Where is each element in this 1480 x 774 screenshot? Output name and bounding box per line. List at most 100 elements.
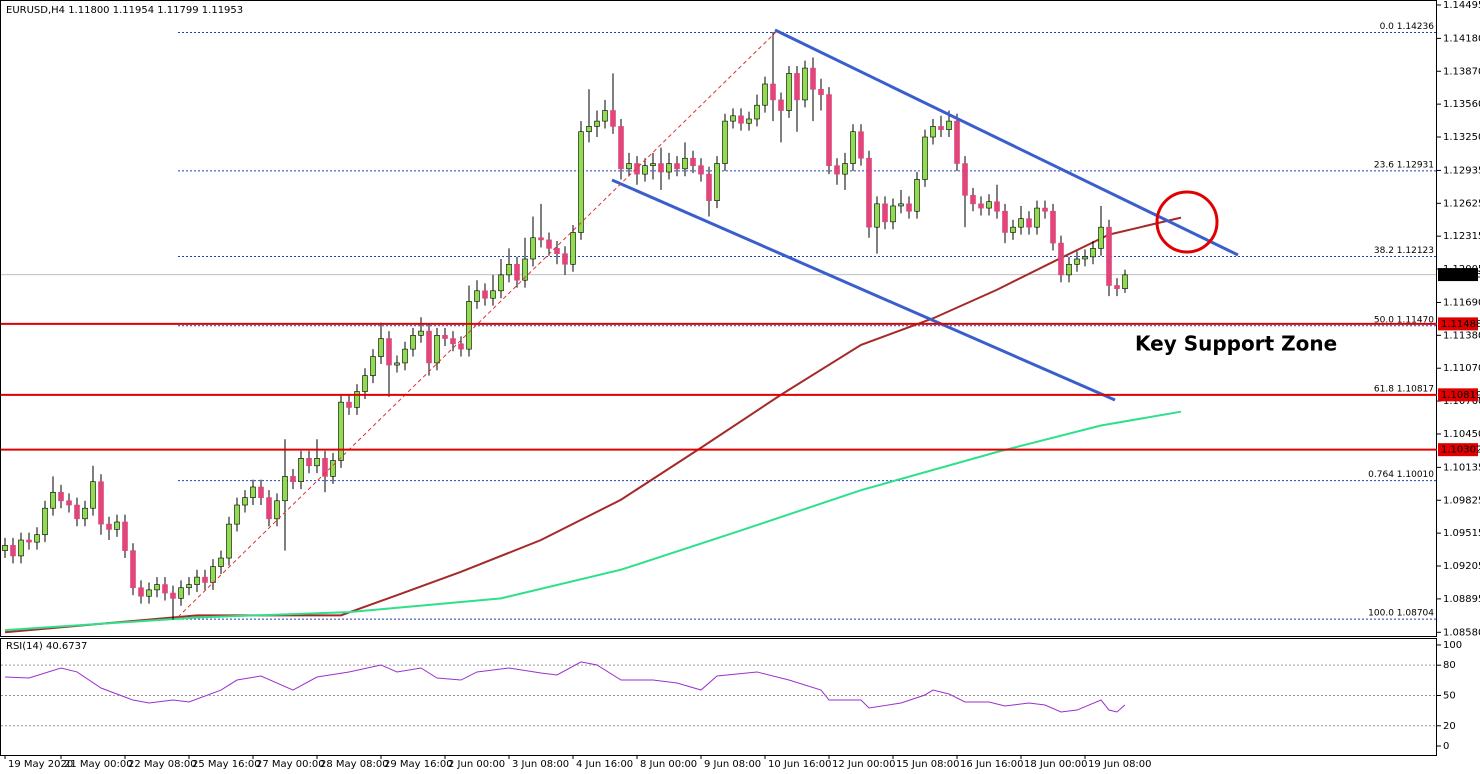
x-tick-label: 19 Jun 08:00 [1088,759,1152,770]
price-tag [1438,388,1478,402]
rsi-title: RSI(14) 40.6737 [6,641,87,652]
candle-body [1122,274,1128,289]
candle-body [186,584,192,589]
candle-body [666,163,672,173]
candle-body [42,507,48,536]
candle-body [922,136,928,180]
candle-body [706,173,712,201]
x-tick-label: 27 May 00:00 [256,759,325,770]
candle-body [802,67,808,101]
candle-body [690,157,696,166]
candle-body [290,476,296,482]
candle-body [130,550,136,589]
candle-body [586,126,592,133]
candle-body [554,248,560,254]
candle-body [394,362,400,366]
candle-body [1066,263,1072,276]
candle-body [506,263,512,276]
candle-body [682,157,688,170]
candle-body [210,566,216,583]
candle-body [1002,210,1008,233]
candle-body [66,500,72,506]
candle-body [562,253,568,265]
candle-body [1082,256,1088,260]
candle-body [266,497,272,520]
annotation: Key Support Zone [1135,332,1337,356]
y-tick-label: 1.13560 [1443,99,1480,110]
y-tick-label: 1.13250 [1443,132,1480,143]
candle-body [818,88,824,95]
candle-body [1026,218,1032,228]
y-tick-label: 1.10450 [1443,429,1480,440]
candle-body [570,232,576,265]
candle-body [354,391,360,408]
candle-body [498,274,504,292]
candle-body [194,576,200,585]
candle-body [170,592,176,599]
y-tick-label: 1.09825 [1443,495,1480,506]
rsi-tick-label: 50 [1443,690,1456,701]
rsi-frame [0,638,1437,756]
candle-body [10,545,16,557]
price-tag-label: 1.10819 [1441,390,1480,401]
x-tick-label: 3 Jun 08:00 [512,759,569,770]
candle-body [418,330,424,336]
candle-body [482,290,488,299]
moving-average [4,410,1182,632]
candle-body [514,263,520,281]
candle-body [490,290,496,299]
candle-body [546,239,552,249]
y-tick-label: 1.13870 [1443,66,1480,77]
price-tag-label: 1.11488 [1441,319,1480,330]
candle-body [810,67,816,90]
candle-body [306,458,312,467]
candle-body [530,237,536,260]
candle-body [122,521,128,551]
y-tick-label: 1.11070 [1443,363,1480,374]
candle-body [890,205,896,223]
candle-body [1090,248,1096,258]
y-tick-label: 1.10135 [1443,462,1480,473]
candle-body [242,497,248,506]
fib-label: 0.0 1.14236 [1380,22,1435,32]
x-tick-label: 4 Jun 16:00 [576,759,633,770]
candle-body [970,195,976,205]
candle-body [834,165,840,175]
candle-body [674,163,680,170]
candle-body [578,131,584,233]
candle-body [746,118,752,124]
candle-body [522,258,528,281]
candle-body [602,110,608,122]
candle-body [202,576,208,583]
x-tick-label: 21 May 00:00 [64,759,133,770]
candle-body [138,587,144,597]
y-tick-label: 1.12935 [1443,165,1480,176]
candle-body [610,110,616,127]
candle-body [754,104,760,120]
candle-body [954,120,960,164]
rsi-tick-label: 20 [1443,721,1456,732]
candle-body [898,203,904,207]
y-tick-label: 1.08895 [1443,594,1480,605]
candle-body [914,179,920,212]
candle-body [642,165,648,175]
candle-body [362,375,368,392]
x-tick-label: 29 May 16:00 [384,759,453,770]
candle-body [1018,218,1024,228]
candle-body [1058,242,1064,276]
fib-label: 38.2 1.12123 [1374,246,1434,256]
last-price-tag [1438,268,1478,282]
fib-label: 0.764 1.10010 [1368,470,1434,480]
y-tick-label: 1.09205 [1443,561,1480,572]
x-tick-label: 18 Jun 00:00 [1024,759,1088,770]
candle-body [738,115,744,124]
candle-body [794,73,800,101]
x-tick-label: 19 May 2020 [8,759,73,770]
candle-body [298,458,304,482]
candle-body [994,201,1000,212]
fib-label: 50.0 1.11470 [1374,315,1434,325]
y-tick-label: 1.10760 [1443,396,1480,407]
candle-body [906,203,912,212]
y-tick-label: 1.12625 [1443,198,1480,209]
upper-trendline [774,28,1239,257]
